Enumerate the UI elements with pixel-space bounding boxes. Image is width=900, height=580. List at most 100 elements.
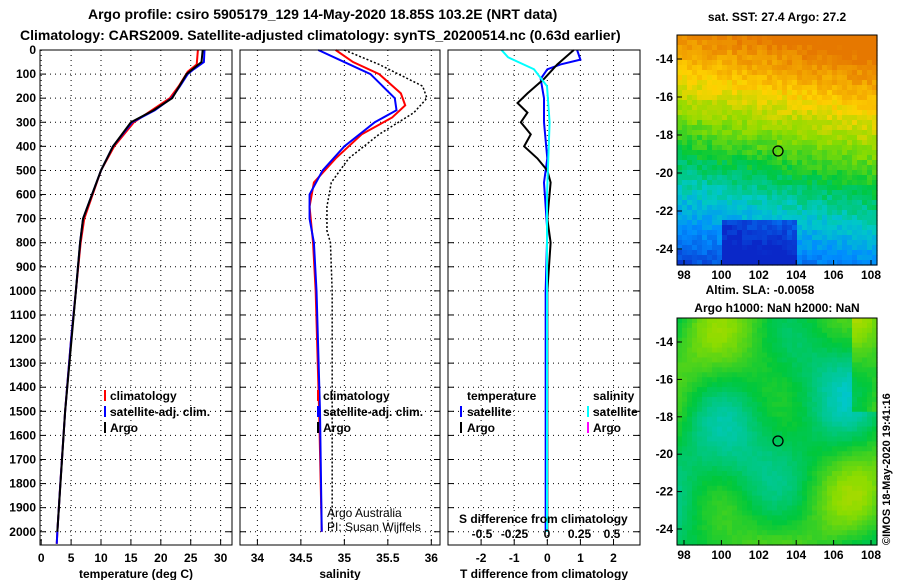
map-cell bbox=[832, 165, 838, 171]
map-cell bbox=[782, 70, 788, 76]
map-cell bbox=[802, 245, 808, 251]
map-cell bbox=[707, 85, 713, 91]
map-cell bbox=[742, 255, 748, 261]
map-cell bbox=[692, 337, 698, 344]
map-cell bbox=[852, 377, 858, 383]
legend-label: satellite bbox=[467, 405, 512, 419]
map-cell bbox=[692, 490, 698, 497]
x-axis-label: salinity bbox=[319, 567, 361, 580]
map-cell bbox=[747, 130, 753, 136]
map-cell bbox=[682, 461, 688, 467]
map-cell bbox=[752, 357, 758, 364]
map-cell bbox=[797, 55, 803, 61]
map-cell bbox=[842, 165, 848, 171]
map-cell bbox=[842, 215, 848, 221]
map-cell bbox=[802, 396, 808, 403]
map-cell bbox=[762, 535, 768, 541]
map-cell bbox=[737, 135, 743, 141]
map-cell bbox=[752, 411, 758, 418]
map-cell bbox=[687, 140, 693, 146]
map-cell bbox=[772, 510, 778, 516]
map-frame bbox=[676, 317, 878, 546]
map-cell bbox=[787, 125, 793, 131]
map-cell bbox=[817, 362, 823, 368]
map-cell bbox=[792, 406, 798, 413]
map-cell bbox=[692, 495, 698, 502]
map-cell bbox=[807, 130, 813, 136]
map-cell bbox=[732, 490, 738, 497]
map-cell bbox=[787, 436, 793, 442]
map-cell bbox=[842, 220, 848, 226]
map-cell bbox=[802, 105, 808, 111]
map-cell bbox=[767, 260, 773, 266]
map-cell bbox=[747, 401, 753, 408]
map-cell bbox=[847, 401, 853, 408]
map-cell bbox=[682, 195, 688, 201]
y-tick-label: 1000 bbox=[9, 284, 36, 298]
map-cell bbox=[832, 45, 838, 51]
map-cell bbox=[837, 396, 843, 403]
map-cell bbox=[687, 342, 693, 349]
map-cell bbox=[747, 318, 753, 324]
map-cell bbox=[792, 55, 798, 61]
map-cell bbox=[827, 337, 833, 344]
map-cell bbox=[857, 362, 863, 368]
map-cell bbox=[702, 441, 708, 447]
map-cell bbox=[762, 495, 768, 502]
map-cell bbox=[762, 436, 768, 442]
map-cell bbox=[822, 125, 828, 131]
map-cell bbox=[742, 421, 748, 428]
map-cell bbox=[677, 255, 683, 261]
map-cell bbox=[837, 495, 843, 502]
map-cell bbox=[862, 105, 868, 111]
map-cell bbox=[842, 515, 848, 521]
y-tick-label: 1600 bbox=[9, 428, 36, 442]
map-cell bbox=[677, 50, 683, 56]
map-cell bbox=[692, 40, 698, 46]
map-cell bbox=[867, 95, 873, 101]
map-cell bbox=[787, 525, 793, 531]
map-cell bbox=[797, 382, 803, 388]
map-cell bbox=[872, 372, 878, 378]
map-cell bbox=[727, 490, 733, 497]
map-cell bbox=[747, 50, 753, 56]
map-cell bbox=[762, 210, 768, 216]
map-cell bbox=[822, 505, 828, 512]
map-cell bbox=[792, 411, 798, 418]
map-cell bbox=[837, 60, 843, 66]
map-cell bbox=[722, 45, 728, 51]
map-cell bbox=[797, 230, 803, 236]
map-y-tick-label: -22 bbox=[656, 485, 674, 499]
map-cell bbox=[827, 150, 833, 156]
map-cell bbox=[697, 441, 703, 447]
map-cell bbox=[762, 396, 768, 403]
map-cell bbox=[722, 115, 728, 121]
map-cell bbox=[737, 377, 743, 383]
map-cell bbox=[697, 205, 703, 211]
map-cell bbox=[852, 145, 858, 151]
map-cell bbox=[682, 45, 688, 51]
map-cell bbox=[692, 175, 698, 181]
map-cell bbox=[832, 90, 838, 96]
map-cell bbox=[692, 456, 698, 462]
map-cell bbox=[832, 342, 838, 349]
map-cell bbox=[677, 240, 683, 246]
map-cell bbox=[742, 485, 748, 492]
map-cell bbox=[737, 362, 743, 368]
map-cell bbox=[737, 401, 743, 408]
map-cell bbox=[692, 352, 698, 359]
map-cell bbox=[777, 510, 783, 516]
map-cell bbox=[817, 210, 823, 216]
map-cell bbox=[842, 332, 848, 339]
map-cell bbox=[722, 140, 728, 146]
map-cell bbox=[682, 185, 688, 191]
map-cell bbox=[862, 240, 868, 246]
map-cell bbox=[717, 200, 723, 206]
map-cell bbox=[747, 456, 753, 462]
map-cell bbox=[747, 65, 753, 71]
map-cell bbox=[682, 332, 688, 339]
map-cell bbox=[847, 372, 853, 378]
map-cell bbox=[697, 50, 703, 56]
map-cell bbox=[682, 510, 688, 516]
map-cell bbox=[822, 456, 828, 462]
